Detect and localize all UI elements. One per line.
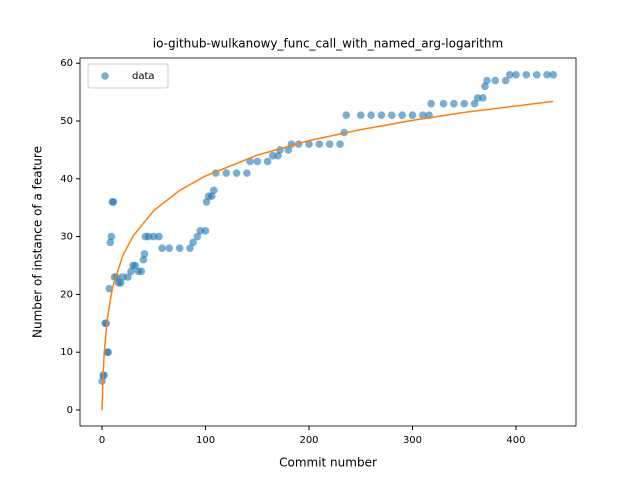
data-point: [512, 70, 520, 79]
chart-title: io-github-wulkanowy_func_call_with_named…: [153, 37, 503, 51]
data-point: [210, 186, 218, 195]
data-point: [98, 377, 106, 385]
data-point: [139, 255, 148, 264]
data-point: [470, 99, 479, 108]
data-point: [501, 76, 510, 85]
data-point: [398, 111, 406, 120]
data-point: [377, 111, 386, 120]
data-point: [124, 273, 132, 281]
data-point: [202, 198, 211, 206]
data-point: [207, 192, 216, 200]
data-point: [522, 70, 531, 79]
x-tick-label: 200: [299, 435, 318, 446]
data-point: [427, 99, 435, 108]
y-tick-label: 50: [60, 116, 73, 127]
data-point: [549, 70, 558, 79]
x-tick-label: 0: [99, 435, 105, 446]
data-point: [483, 76, 491, 85]
data-point: [140, 250, 149, 258]
data-point: [356, 111, 365, 120]
legend-box: [87, 63, 169, 89]
data-point: [367, 111, 375, 120]
data-point: [450, 99, 458, 108]
data-point: [325, 140, 334, 148]
data-point: [201, 227, 210, 235]
y-axis-label: Number of instance of a feature: [31, 146, 45, 338]
data-point: [336, 140, 344, 148]
x-tick-label: 300: [403, 435, 422, 446]
data-point: [532, 70, 541, 79]
data-point: [165, 244, 174, 252]
data-point: [100, 371, 108, 380]
data-point: [408, 111, 417, 120]
data-point: [137, 267, 146, 276]
y-tick-label: 40: [60, 174, 73, 185]
data-point: [460, 99, 469, 108]
y-tick-label: 20: [60, 289, 73, 300]
data-point: [543, 70, 551, 79]
legend-marker: [101, 72, 109, 80]
data-point: [232, 169, 241, 177]
fit-line: [101, 100, 554, 411]
data-point: [106, 238, 115, 247]
data-point: [342, 111, 351, 120]
data-point: [284, 146, 293, 154]
plot-frame: [79, 57, 577, 427]
data-point: [193, 232, 202, 241]
data-point: [505, 70, 514, 79]
legend-label: data: [132, 71, 155, 82]
data-point: [274, 151, 282, 160]
data-point: [263, 157, 272, 166]
data-point: [116, 279, 125, 287]
y-tick-label: 10: [60, 347, 73, 358]
data-point: [479, 94, 487, 102]
y-tick-label: 30: [60, 232, 73, 243]
data-point: [155, 232, 163, 241]
data-point: [491, 76, 500, 85]
data-point: [189, 238, 197, 247]
y-tick-label: 60: [60, 58, 73, 69]
x-tick-label: 100: [196, 435, 215, 446]
data-point: [481, 82, 489, 91]
data-point: [105, 284, 114, 293]
data-point: [439, 99, 448, 108]
data-point: [387, 111, 396, 120]
x-axis-label: Commit number: [279, 456, 377, 470]
data-point: [107, 232, 116, 241]
data-point: [186, 244, 194, 252]
data-point: [243, 169, 251, 177]
data-point: [419, 111, 427, 120]
data-point: [104, 348, 113, 356]
data-point: [253, 157, 262, 166]
data-point: [158, 244, 166, 252]
x-tick-label: 400: [506, 435, 525, 446]
data-point: [127, 267, 135, 276]
data-point: [109, 198, 118, 206]
data-point: [131, 261, 139, 270]
data-point: [222, 169, 231, 177]
data-point: [315, 140, 324, 148]
data-point: [305, 140, 313, 148]
y-tick-label: 0: [67, 405, 73, 416]
data-point: [175, 244, 184, 252]
